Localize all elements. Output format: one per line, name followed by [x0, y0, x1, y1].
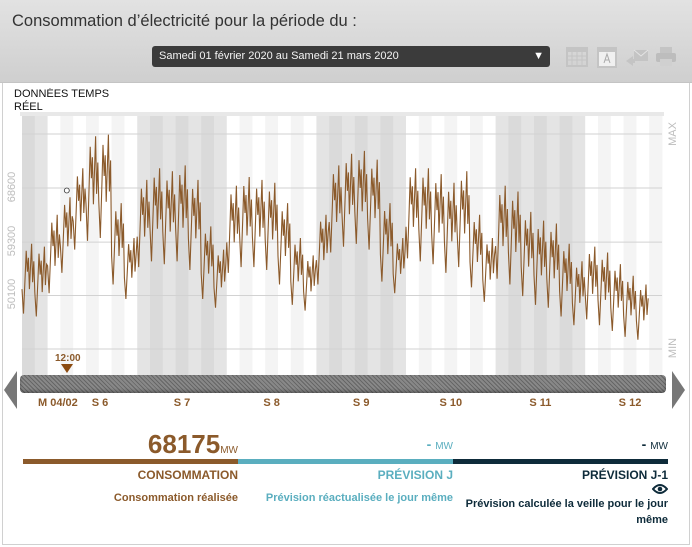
y-tick-label: 59300 [6, 225, 18, 257]
legend-label: PRÉVISION J [377, 468, 453, 482]
legend-consommation: 68175MW CONSOMMATION Consommation réalis… [23, 430, 238, 506]
consumption-chart[interactable]: 50100 59300 68600 MAX MIN [0, 112, 692, 380]
day-band [226, 116, 241, 380]
y-max-label: MAX [667, 122, 679, 146]
print-icon[interactable] [654, 44, 678, 68]
day-band [124, 116, 138, 380]
legend-prevision-j: - MW PRÉVISION J Prévision réactualisée … [238, 430, 453, 506]
y-tick-label: 68600 [6, 171, 18, 203]
chart-top-band [20, 112, 664, 116]
day-band [585, 116, 599, 380]
day-band [495, 116, 509, 380]
cursor-day-label: M 04/02 [38, 397, 78, 409]
legend-bar [23, 459, 238, 464]
week-label: S 6 [91, 397, 109, 409]
timeline-slider[interactable] [20, 375, 666, 393]
legend-desc: Prévision réactualisée le jour même [265, 492, 453, 504]
page-title: Consommation d’électricité pour la pério… [12, 12, 357, 30]
day-band [60, 116, 74, 380]
week-label: S 9 [352, 397, 370, 409]
day-band [649, 116, 663, 380]
week-label: S 11 [529, 397, 552, 409]
live-data-label: DONNÉES TEMPS RÉEL [14, 88, 110, 110]
day-band [482, 116, 497, 380]
header: Consommation d’électricité pour la pério… [0, 0, 692, 83]
calendar-icon[interactable] [565, 44, 589, 68]
eye-icon[interactable] [453, 482, 669, 496]
y-tick-label: 50100 [6, 278, 18, 310]
day-band [265, 116, 279, 380]
day-band [393, 116, 407, 380]
day-band [559, 116, 573, 380]
day-band [354, 116, 369, 380]
cursor-marker-icon[interactable] [61, 364, 73, 373]
chart-svg [20, 112, 664, 380]
day-band [610, 116, 625, 380]
week-label: S 10 [439, 397, 463, 409]
day-band [380, 116, 394, 380]
day-band [444, 116, 458, 380]
day-band [86, 116, 100, 380]
scroll-left-arrow[interactable] [4, 371, 17, 409]
week-label: S 12 [618, 397, 642, 409]
y-min-label: MIN [667, 337, 679, 359]
consumption-line [21, 134, 649, 340]
legend-label: PRÉVISION J-1 [581, 468, 668, 482]
day-band [598, 116, 612, 380]
day-band [22, 116, 36, 380]
legend-bar [453, 459, 668, 464]
legend-unit: MW [650, 441, 668, 452]
day-band [508, 116, 522, 380]
period-select[interactable]: Samedi 01 février 2020 au Samedi 21 mars… [152, 46, 550, 67]
day-band [342, 116, 356, 380]
day-band [623, 116, 637, 380]
legend-desc: Consommation réalisée [113, 492, 238, 504]
calendar-day-icon[interactable] [595, 44, 619, 68]
legend-prevision-j1: - MW PRÉVISION J-1 Prévision calculée la… [453, 430, 669, 528]
cursor-point [63, 187, 70, 194]
day-band [214, 116, 228, 380]
legend-unit: MW [220, 445, 238, 456]
legend-value: 68175 [147, 429, 221, 459]
legend-value: - [426, 436, 432, 452]
day-band [636, 116, 650, 380]
scroll-right-arrow[interactable] [672, 371, 685, 409]
week-label: S 7 [173, 397, 191, 409]
email-share-icon[interactable] [625, 44, 649, 68]
day-band [34, 116, 49, 380]
legend-bar [238, 459, 453, 464]
week-label: S 8 [263, 397, 280, 409]
legend-label: CONSOMMATION [137, 468, 238, 482]
period-value: Samedi 01 février 2020 au Samedi 21 mars… [159, 50, 399, 62]
dropdown-arrow-icon: ▼ [533, 50, 544, 62]
day-band [290, 116, 305, 380]
day-band [303, 116, 317, 380]
legend-unit: MW [435, 441, 453, 452]
legend-value: - [641, 436, 647, 452]
cursor-time: 12:00 [55, 353, 81, 364]
legend-desc: Prévision calculée la veille pour le jou… [465, 498, 668, 526]
day-band [572, 116, 586, 380]
